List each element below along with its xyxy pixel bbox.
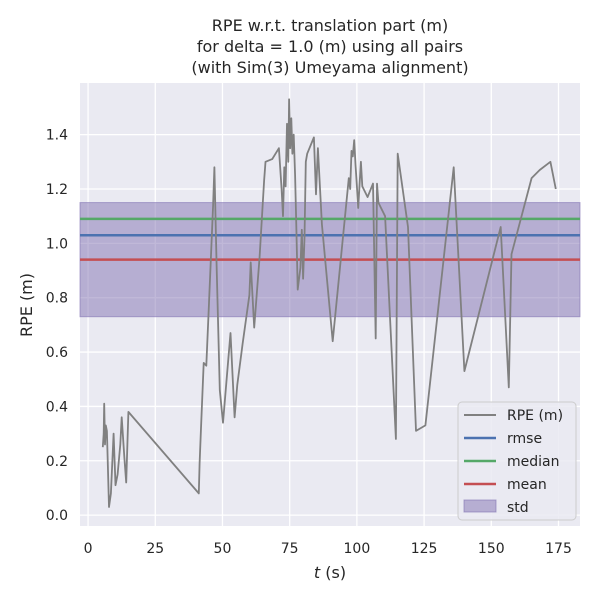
- y-tick-label: 0.4: [46, 399, 68, 415]
- x-axis-label-unit: (s): [320, 563, 346, 582]
- x-axis-label: t (s): [314, 563, 346, 582]
- chart-title: RPE w.r.t. translation part (m) for delt…: [191, 16, 468, 77]
- chart-title-line-3: (with Sim(3) Umeyama alignment): [191, 58, 468, 77]
- x-tick-label: 150: [478, 541, 505, 557]
- x-tick-label: 125: [411, 541, 438, 557]
- x-tick-label: 175: [545, 541, 572, 557]
- y-tick-label: 0.0: [46, 508, 68, 524]
- x-axis-label-variable: t: [314, 563, 321, 582]
- y-tick-label: 0.6: [46, 345, 68, 361]
- x-tick-label: 75: [281, 541, 299, 557]
- y-axis-label: RPE (m): [17, 273, 36, 337]
- y-tick-labels: 0.0 0.2 0.4 0.6 0.8 1.0 1.2 1.4: [46, 128, 68, 524]
- legend-median-label: median: [507, 454, 559, 470]
- chart-title-line-1: RPE w.r.t. translation part (m): [212, 16, 448, 35]
- legend: RPE (m) rmse median mean std: [457, 401, 577, 521]
- rpe-series-line: [101, 98, 557, 508]
- y-tick-label: 0.8: [46, 291, 68, 307]
- y-tick-label: 1.2: [46, 182, 68, 198]
- legend-std-swatch: [463, 499, 497, 513]
- x-tick-label: 25: [146, 541, 164, 557]
- legend-mean-label: mean: [507, 477, 547, 493]
- x-tick-label: 0: [84, 541, 93, 557]
- y-tick-label: 1.4: [46, 128, 68, 144]
- x-tick-label: 50: [214, 541, 232, 557]
- y-tick-label: 1.0: [46, 236, 68, 252]
- chart-title-line-2: for delta = 1.0 (m) using all pairs: [197, 37, 463, 56]
- legend-rpe-label: RPE (m): [507, 408, 563, 424]
- x-tick-label: 100: [344, 541, 371, 557]
- legend-std-label: std: [507, 500, 529, 516]
- legend-rmse-label: rmse: [507, 431, 542, 447]
- x-tick-labels: 0 25 50 75 100 125 150 175: [84, 541, 572, 557]
- y-tick-label: 0.2: [46, 454, 68, 470]
- legend-box: [457, 401, 577, 521]
